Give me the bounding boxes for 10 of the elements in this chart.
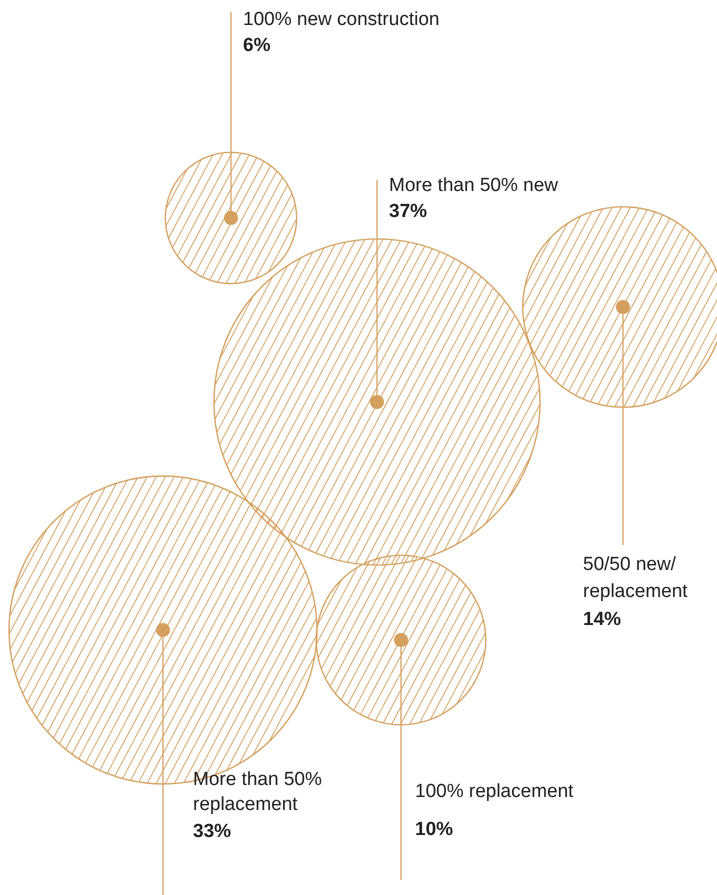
data-label: 33% — [193, 821, 232, 842]
data-label: 10% — [415, 819, 454, 840]
category-label: 50/50 new/ replacement — [583, 554, 688, 602]
category-label: More than 50% replacement — [193, 769, 322, 816]
category-label: More than 50% new — [389, 175, 558, 196]
data-label: 37% — [389, 201, 428, 222]
category-label: 100% new construction — [243, 9, 440, 30]
data-label: 14% — [583, 609, 622, 630]
data-label: 6% — [243, 35, 271, 56]
category-label: 100% replacement — [415, 781, 574, 802]
